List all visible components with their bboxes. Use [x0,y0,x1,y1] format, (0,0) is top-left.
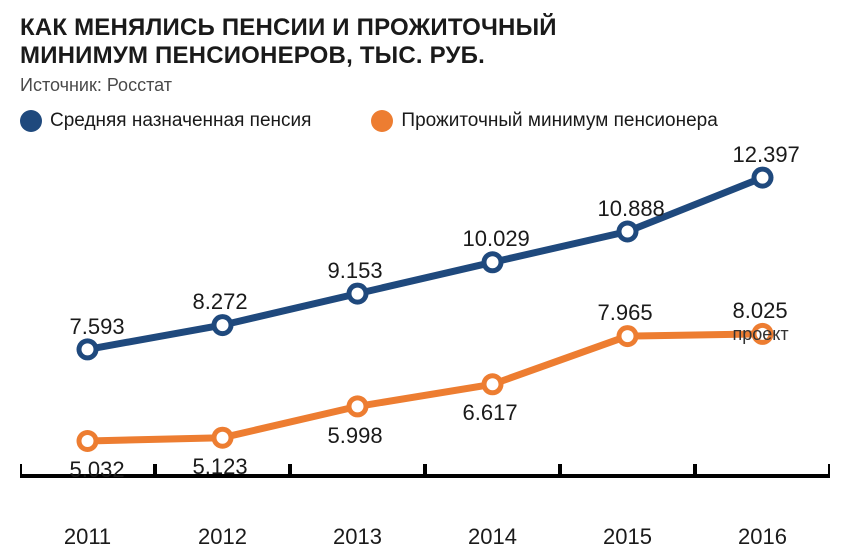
line-chart-svg [20,138,830,478]
value-label-pension: 12.397 [733,142,800,168]
value-label-minimum: 6.617 [463,400,518,426]
x-axis-label: 2016 [695,518,830,550]
chart-source: Источник: Росстат [20,75,830,96]
value-label-pension: 7.593 [70,314,125,340]
value-label-minimum: 7.965 [598,300,653,326]
x-axis-label: 2012 [155,518,290,550]
legend-label-pension: Средняя назначенная пенсия [50,110,311,132]
legend-item-pension: Средняя назначенная пенсия [20,110,311,132]
chart-area: 7.593 8.272 9.153 10.029 10.888 12.397 5.032 5.… [20,138,830,518]
value-label-minimum: 5.998 [328,423,383,449]
x-axis-label: 2013 [290,518,425,550]
legend-label-minimum: Прожиточный минимум пенсионера [401,110,717,132]
legend-dot-minimum [371,110,393,132]
value-label-pension: 10.888 [598,196,665,222]
value-label-pension: 8.272 [193,289,248,315]
value-label-pension: 9.153 [328,258,383,284]
projection-note: проект [733,324,789,345]
value-label-minimum: 5.032 [70,457,125,483]
x-axis-label: 2014 [425,518,560,550]
legend-dot-pension [20,110,42,132]
x-axis-label: 2015 [560,518,695,550]
legend-item-minimum: Прожиточный минимум пенсионера [371,110,717,132]
value-label-pension: 10.029 [463,226,530,252]
chart-title: КАК МЕНЯЛИСЬ ПЕНСИИ И ПРОЖИТОЧНЫЙ МИНИМУ… [20,14,830,69]
x-axis-label: 2011 [20,518,155,550]
chart-legend: Средняя назначенная пенсия Прожиточный м… [20,110,830,132]
value-label-minimum: 8.025проект [733,298,789,345]
title-line-2: МИНИМУМ ПЕНСИОНЕРОВ, ТЫС. РУБ. [20,42,485,69]
title-line-1: КАК МЕНЯЛИСЬ ПЕНСИИ И ПРОЖИТОЧНЫЙ [20,14,557,41]
value-label-minimum: 5.123 [193,454,248,480]
x-axis-labels: 201120122013201420152016 [20,518,830,550]
